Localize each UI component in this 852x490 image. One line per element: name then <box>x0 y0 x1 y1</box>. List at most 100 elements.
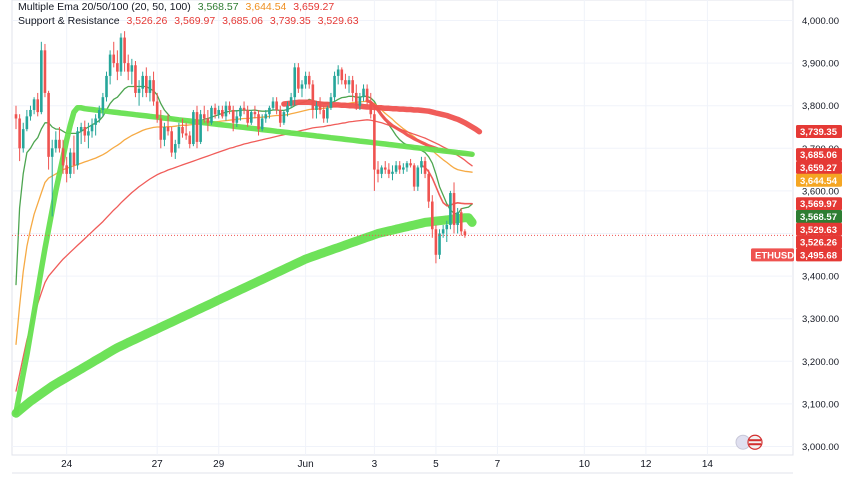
candle-body <box>159 118 163 140</box>
candle-body <box>221 109 224 117</box>
candle-body <box>412 165 416 187</box>
candle-body <box>148 80 152 93</box>
candle-body <box>449 193 452 225</box>
candle-body <box>307 75 311 85</box>
time-tick-label: 7 <box>495 459 501 470</box>
candle-body <box>206 118 210 123</box>
candle-body <box>130 65 134 72</box>
candle-body <box>409 163 412 166</box>
candle-body <box>29 109 32 117</box>
price-label-badge <box>796 148 842 162</box>
candle-body <box>336 69 340 76</box>
legend-ema-value-3: 3,659.27 <box>293 1 335 13</box>
price-label-badge <box>796 125 842 139</box>
time-tick-label: 14 <box>702 459 714 470</box>
flag-icons <box>735 434 763 450</box>
candle-body <box>297 67 300 89</box>
candle-body <box>65 165 68 174</box>
candle-body <box>94 118 97 125</box>
legend-row-ema: Multiple Ema 20/50/100 (20, 50, 100) 3,5… <box>18 0 359 14</box>
candle-body <box>257 114 260 130</box>
candle-body <box>47 92 50 157</box>
candle-body <box>246 109 249 123</box>
candle-body <box>289 97 293 106</box>
candle-body <box>195 112 199 142</box>
candle-body <box>50 148 54 157</box>
price-tick-label: 3,000.00 <box>802 442 839 453</box>
candle-body <box>315 105 318 110</box>
legend-sr-value-1: 3,526.26 <box>126 15 168 27</box>
series-line <box>15 119 473 392</box>
time-tick-label: 29 <box>213 459 225 470</box>
candle-body <box>438 233 441 255</box>
candle-body <box>188 135 192 145</box>
candle-body <box>322 109 325 119</box>
candle-body <box>383 167 387 170</box>
candle-body <box>87 131 90 136</box>
candle-body <box>329 97 333 108</box>
price-tick-label: 3,200.00 <box>802 357 839 368</box>
candle-body <box>14 114 18 119</box>
candle-body <box>318 105 322 110</box>
candle-body <box>333 75 336 98</box>
candle-body <box>228 105 231 110</box>
candle-body <box>354 92 358 106</box>
price-tick-label: 3,300.00 <box>802 314 839 325</box>
candle-body <box>97 109 101 119</box>
candle-body <box>36 99 40 113</box>
candle-body <box>83 127 87 136</box>
candle-body <box>242 107 246 110</box>
candle-body <box>434 229 438 255</box>
candle-body <box>213 107 217 115</box>
price-label-badge <box>796 209 842 223</box>
price-labels: 3,739.35 3,685.06 3,659.27 3,644.54 3,569.97… <box>751 125 842 262</box>
price-label-badge <box>796 248 842 262</box>
price-label-text: 3,526.26 <box>800 238 837 249</box>
candle-body <box>431 201 434 230</box>
candle-body <box>362 88 365 98</box>
price-label-badge <box>796 160 842 174</box>
candle-body <box>163 127 166 140</box>
candle-body <box>134 65 137 93</box>
legend-sr-value-5: 3,529.63 <box>317 15 359 27</box>
legend-ema-label: Multiple Ema 20/50/100 (20, 50, 100) <box>18 1 191 13</box>
price-tick-label: 4,000.00 <box>802 16 839 27</box>
candle-body <box>166 127 170 132</box>
candle-body <box>416 167 420 187</box>
candle-body <box>137 88 141 93</box>
legend-ema-value-1: 3,568.57 <box>197 1 239 13</box>
candle-body <box>293 67 297 98</box>
candle-body <box>423 161 427 174</box>
series-line <box>420 164 473 207</box>
price-tick-label: 3,900.00 <box>802 59 839 70</box>
candle-body <box>286 105 289 113</box>
candle-body <box>105 75 108 98</box>
candle-body <box>72 152 76 166</box>
series-line <box>15 85 473 286</box>
candle-body <box>123 37 126 64</box>
series-line <box>11 213 477 418</box>
candle-body <box>394 165 398 172</box>
candle-body <box>441 229 445 234</box>
candle-body <box>326 107 329 119</box>
candle-body <box>391 171 394 174</box>
candle-body <box>119 37 123 72</box>
candle-body <box>239 107 242 117</box>
candle-body <box>32 99 36 110</box>
price-tick-label: 3,100.00 <box>802 399 839 410</box>
candle-body <box>202 114 206 119</box>
candle-body <box>420 161 423 168</box>
price-label-text: 3,529.63 <box>800 225 837 236</box>
time-tick-label: 5 <box>433 459 439 470</box>
flag-stripe <box>749 443 761 446</box>
candle-body <box>304 75 307 85</box>
candle-body <box>79 127 83 132</box>
candle-body <box>217 109 221 115</box>
price-label-text: 3,495.68 <box>800 250 837 261</box>
candle-body <box>300 84 304 89</box>
candle-body <box>271 101 275 108</box>
candle-body <box>101 97 105 110</box>
legend-sr-value-2: 3,569.97 <box>174 15 216 27</box>
